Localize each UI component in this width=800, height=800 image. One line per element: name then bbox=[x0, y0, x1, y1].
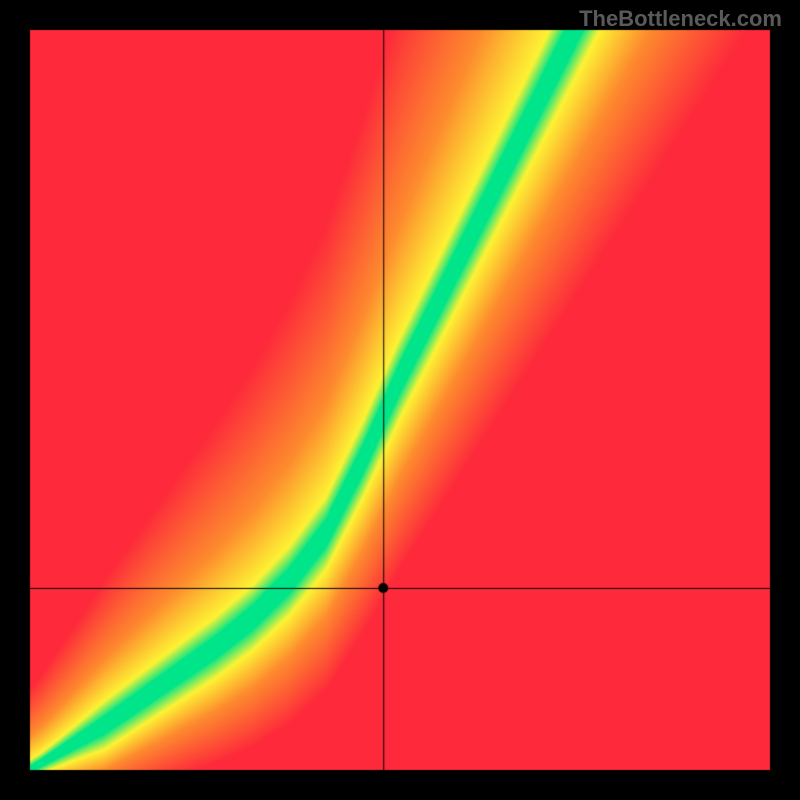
watermark-text: TheBottleneck.com bbox=[579, 6, 782, 32]
chart-root: TheBottleneck.com bbox=[0, 0, 800, 800]
bottleneck-heatmap bbox=[0, 0, 800, 800]
